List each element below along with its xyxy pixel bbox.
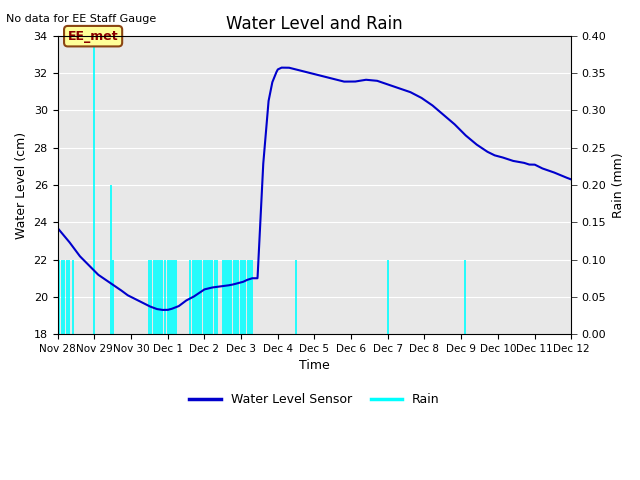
Title: Water Level and Rain: Water Level and Rain	[226, 15, 403, 33]
Y-axis label: Rain (mm): Rain (mm)	[612, 152, 625, 218]
Y-axis label: Water Level (cm): Water Level (cm)	[15, 132, 28, 239]
Text: EE_met: EE_met	[68, 30, 118, 43]
Legend: Water Level Sensor, Rain: Water Level Sensor, Rain	[184, 388, 444, 411]
X-axis label: Time: Time	[299, 360, 330, 372]
Text: No data for EE Staff Gauge: No data for EE Staff Gauge	[6, 14, 157, 24]
